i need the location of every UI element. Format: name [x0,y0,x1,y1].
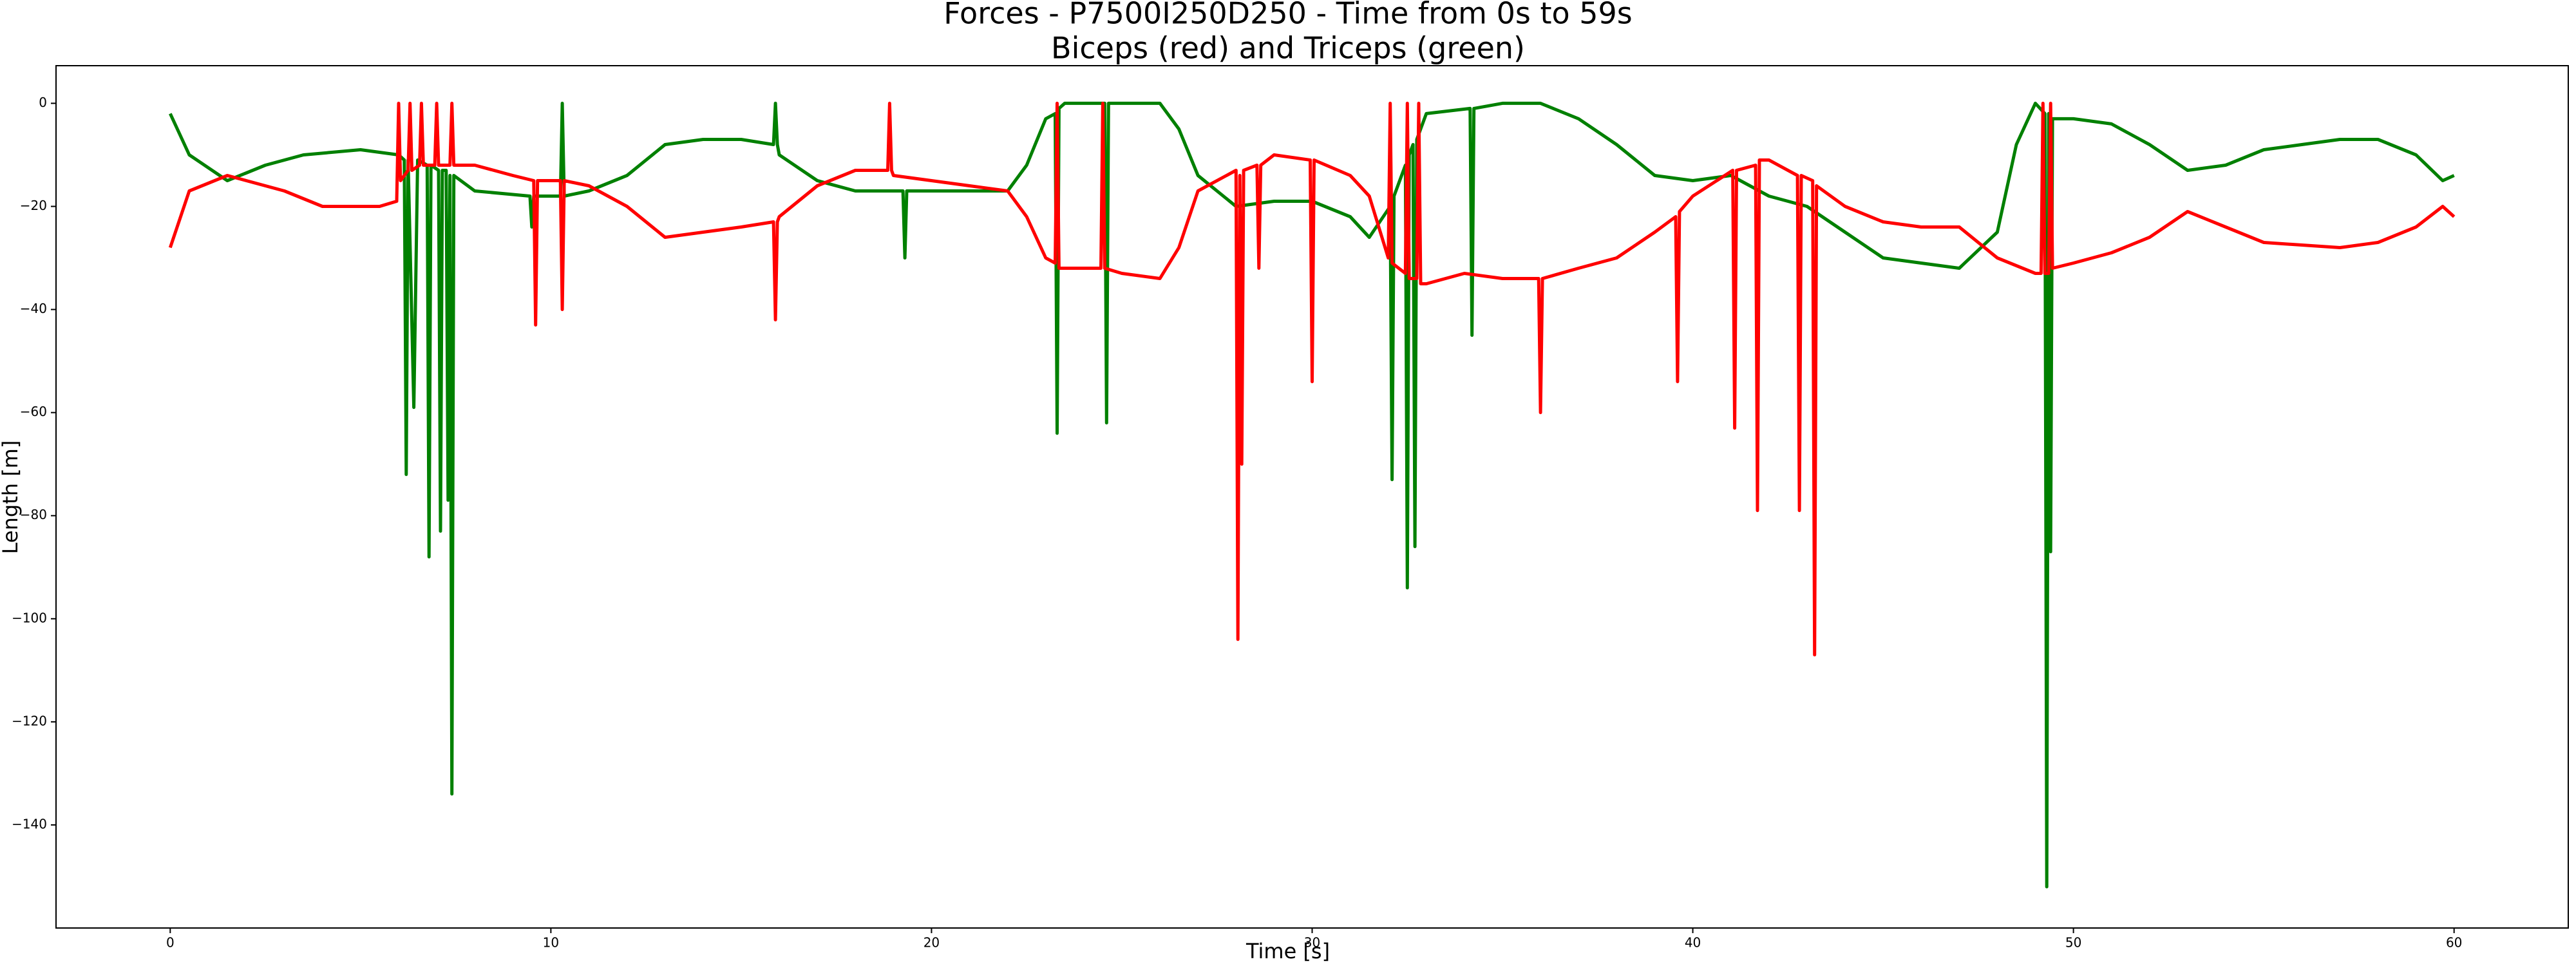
y-tick-label: −20 [20,198,47,213]
chart-subtitle: Biceps (red) and Triceps (green) [1051,31,1525,66]
plot-frame [55,65,2569,929]
y-tick-label: −40 [20,301,47,316]
x-tick-label: 60 [2446,935,2462,951]
y-tick-label: −60 [20,404,47,419]
y-tick-label: −120 [12,713,47,728]
x-tick-label: 30 [1304,935,1320,951]
y-tick-label: −140 [12,816,47,831]
x-tick-label: 50 [2065,935,2081,951]
x-tick-label: 20 [923,935,940,951]
x-tick-label: 10 [543,935,559,951]
chart-title: Forces - P7500I250D250 - Time from 0s to… [943,0,1633,31]
y-tick-label: −80 [20,507,47,522]
x-axis-label: Time [s] [1245,939,1330,963]
y-tick-label: −100 [12,610,47,625]
x-tick-label: 0 [166,935,175,951]
series-line [168,101,2456,657]
y-axis-label: Length [m] [0,440,23,554]
series-line [169,101,2455,889]
y-tick-label: 0 [39,95,47,110]
x-tick-label: 40 [1685,935,1701,951]
